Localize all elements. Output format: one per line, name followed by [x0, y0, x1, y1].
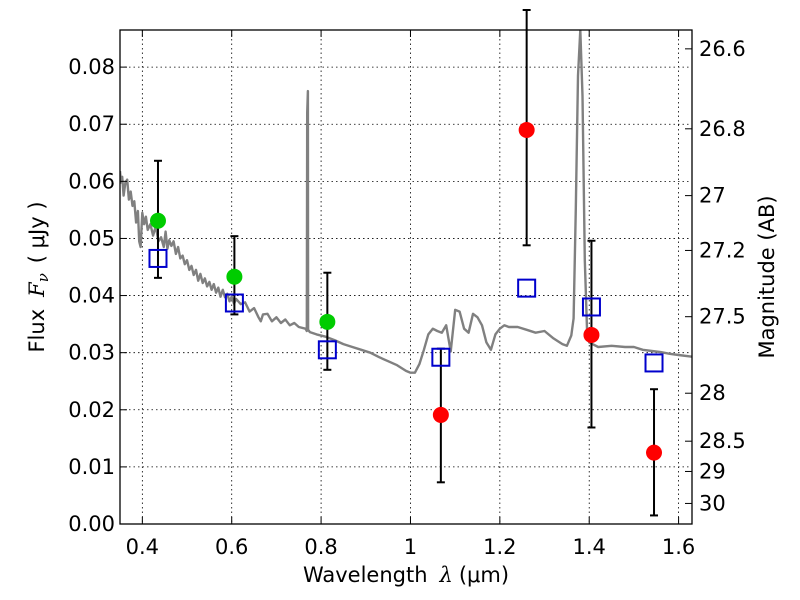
model-photometry-square — [644, 353, 664, 373]
markers — [148, 9, 664, 517]
x-tick-label: 0.4 — [126, 535, 159, 559]
y2-tick-label: 27.2 — [699, 238, 746, 262]
model-photometry-square — [431, 347, 451, 367]
model-photometry-square — [317, 340, 337, 360]
y-axis-label: FluxFν( μJy ) — [25, 201, 52, 352]
y-tick-label: 0.08 — [68, 55, 115, 79]
model-photometry-square — [581, 297, 601, 317]
red-data-point — [518, 121, 535, 138]
ticks: 0.4 0.6 0.8 1 1.2 1.4 1.6 0.00 0.01 0.02 0.03 0.04 0… — [68, 30, 746, 559]
model-spectrum-line — [120, 30, 692, 374]
y-tick-label: 0.05 — [68, 226, 115, 250]
y2-tick-label: 29 — [699, 459, 726, 483]
y2-tick-label: 26.6 — [699, 37, 746, 61]
y2-tick-label: 28.5 — [699, 429, 746, 453]
green-data-point — [226, 268, 243, 285]
green-data-point — [149, 212, 166, 229]
x-tick-label: 0.8 — [304, 535, 337, 559]
y2-tick-label: 26.8 — [699, 117, 746, 141]
plot-series — [120, 30, 692, 374]
x-tick-label: 1.6 — [662, 535, 695, 559]
x-tick-label: 1.4 — [573, 535, 606, 559]
plot-frame — [119, 29, 693, 525]
red-data-point — [432, 406, 449, 423]
y-tick-label: 0.00 — [68, 512, 115, 536]
x-axis-label: Wavelength λ (μm) — [303, 563, 509, 587]
y-tick-label: 0.07 — [68, 112, 115, 136]
model-photometry-square — [517, 278, 537, 298]
red-data-point — [646, 444, 663, 461]
red-data-point — [583, 326, 600, 343]
y2-tick-label: 30 — [699, 491, 726, 515]
y-tick-label: 0.02 — [68, 398, 115, 422]
x-tick-label: 0.6 — [215, 535, 248, 559]
y-tick-label: 0.03 — [68, 341, 115, 365]
y2-axis-label: Magnitude (AB) — [755, 195, 779, 358]
y-tick-label: 0.06 — [68, 169, 115, 193]
x-tick-label: 1.2 — [483, 535, 516, 559]
y2-tick-label: 27.5 — [699, 305, 746, 329]
model-photometry-square — [224, 293, 244, 313]
y2-tick-label: 28 — [699, 381, 726, 405]
plot-area — [120, 30, 692, 524]
model-photometry-square — [148, 248, 168, 268]
y-tick-label: 0.01 — [68, 455, 115, 479]
y-tick-label: 0.04 — [68, 284, 115, 308]
green-data-point — [319, 313, 336, 330]
x-tick-label: 1 — [404, 535, 417, 559]
y2-tick-label: 27 — [699, 184, 726, 208]
